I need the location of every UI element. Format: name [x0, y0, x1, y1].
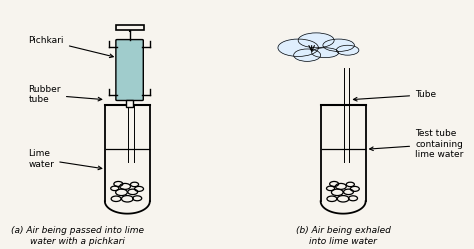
Text: Tube: Tube: [354, 90, 436, 101]
Text: Pichkari: Pichkari: [28, 36, 113, 58]
Text: Lime
water: Lime water: [28, 149, 102, 170]
Ellipse shape: [298, 33, 334, 48]
Ellipse shape: [278, 39, 319, 57]
Text: Rubber
tube: Rubber tube: [28, 85, 102, 105]
FancyBboxPatch shape: [116, 25, 144, 30]
Text: Test tube 
containing
lime water: Test tube containing lime water: [370, 129, 464, 159]
FancyBboxPatch shape: [116, 40, 143, 101]
Ellipse shape: [312, 48, 338, 58]
Ellipse shape: [323, 39, 355, 52]
Text: (b) Air being exhaled
into lime water: (b) Air being exhaled into lime water: [296, 226, 391, 246]
Ellipse shape: [337, 45, 359, 55]
Ellipse shape: [294, 49, 320, 61]
Text: (a) Air being passed into lime
water with a pichkari: (a) Air being passed into lime water wit…: [11, 226, 145, 246]
FancyBboxPatch shape: [126, 100, 133, 107]
